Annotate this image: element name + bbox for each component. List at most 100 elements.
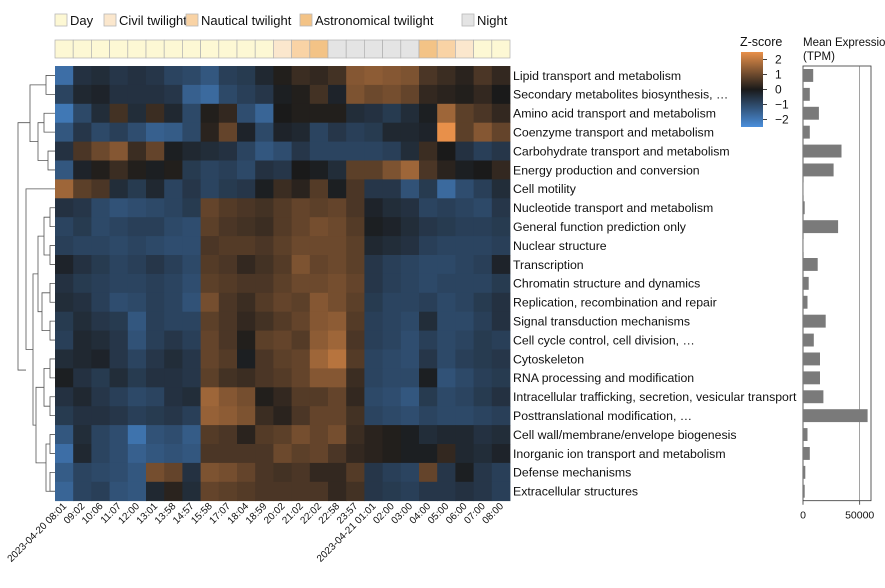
heatmap-cell [309, 387, 329, 407]
heatmap-cell [309, 368, 329, 388]
heatmap-cell [364, 330, 383, 350]
heatmap-cell [455, 444, 474, 464]
heatmap-cell [437, 273, 456, 294]
heatmap-cell [73, 141, 92, 161]
heatmap-cell [328, 66, 347, 86]
heatmap-cell [291, 141, 311, 161]
heatmap-cell [364, 387, 383, 407]
heatmap-cell [364, 66, 383, 86]
heatmap-cell [200, 122, 220, 142]
heatmap-cell [164, 103, 183, 124]
heatmap-cell [109, 406, 129, 426]
heatmap-cell [291, 462, 311, 483]
dendrogram-branch [49, 207, 55, 228]
row-label: Secondary metabolites biosynthesis, … [513, 88, 728, 102]
heatmap-cell [127, 179, 147, 199]
heatmap-cell [200, 217, 220, 237]
heatmap-cell [437, 122, 456, 142]
heatmap-cell [455, 292, 474, 313]
heatmap-cell [473, 330, 493, 350]
heatmap-cell [291, 103, 311, 124]
heatmap-cell [328, 387, 347, 407]
heatmap-cell [182, 255, 201, 275]
heatmap-cell [328, 160, 347, 180]
heatmap-cell [291, 160, 311, 180]
heatmap-cell [146, 425, 165, 445]
heatmap-cell [218, 425, 238, 445]
heatmap-cell [291, 273, 311, 294]
heatmap-cell [291, 236, 311, 256]
heatmap-cell [437, 179, 456, 199]
heatmap-cell [255, 103, 274, 124]
heatmap-cell [437, 406, 456, 426]
heatmap-cell [382, 387, 402, 407]
expression-bar [803, 182, 804, 196]
heatmap-cell [218, 198, 238, 218]
heatmap-cell [382, 141, 402, 161]
dendrogram-branch [49, 245, 55, 265]
heatmap-cell [273, 273, 292, 294]
heatmap-cell [237, 349, 256, 369]
heatmap-cell [182, 406, 201, 426]
heatmap-cell [437, 255, 456, 275]
heatmap-cell [382, 444, 402, 464]
heatmap-cell [473, 368, 493, 388]
expression-bar [803, 125, 810, 139]
heatmap-cell [291, 122, 311, 142]
heatmap-cell [491, 311, 511, 331]
expression-bar [803, 371, 820, 385]
heatmap-cell [55, 273, 74, 294]
heatmap-cell [218, 273, 238, 294]
heatmap-cell [364, 425, 383, 445]
heatmap-cell [182, 122, 201, 142]
legend-swatch-0 [54, 13, 68, 27]
expression-bar [803, 295, 808, 309]
row-label: Inorganic ion transport and metabolism [513, 447, 726, 461]
row-label: Chromatin structure and dynamics [513, 277, 700, 291]
heatmap-cell [400, 236, 420, 256]
heatmap-cell [73, 103, 92, 124]
heatmap-cell [146, 292, 165, 313]
heatmap-cell [491, 122, 511, 142]
phase-cell-7 [182, 39, 201, 59]
heatmap-cell [328, 141, 347, 161]
heatmap-cell [73, 160, 92, 180]
heatmap-cell [255, 198, 274, 218]
heatmap-cell [346, 273, 365, 294]
heatmap-cell [473, 103, 493, 124]
heatmap-cell [182, 481, 201, 502]
heatmap-cell [309, 179, 329, 199]
heatmap-cell [237, 217, 256, 237]
heatmap-cell [218, 311, 238, 331]
heatmap-cell [455, 236, 474, 256]
heatmap-cell [146, 236, 165, 256]
heatmap-cell [328, 198, 347, 218]
heatmap-cell [109, 122, 129, 142]
heatmap-cell [218, 330, 238, 350]
heatmap-cell [455, 481, 474, 502]
heatmap-cell [91, 141, 110, 161]
heatmap-cell [291, 444, 311, 464]
heatmap-cell [328, 292, 347, 313]
bar-chart-frame [802, 65, 872, 502]
heatmap-cell [400, 273, 420, 294]
heatmap-cell [127, 349, 147, 369]
heatmap-cell [309, 141, 329, 161]
expression-bar [803, 314, 826, 328]
heatmap-cell [109, 236, 129, 256]
heatmap-cell [91, 236, 110, 256]
heatmap-cell [437, 425, 456, 445]
heatmap-cell [218, 236, 238, 256]
heatmap-cell [164, 406, 183, 426]
row-label: Lipid transport and metabolism [513, 69, 681, 83]
heatmap-cell [218, 103, 238, 124]
phase-cell-13 [291, 39, 311, 59]
heatmap-cell [91, 179, 110, 199]
heatmap-cell [127, 330, 147, 350]
heatmap-cell [364, 236, 383, 256]
expression-bar [803, 239, 804, 252]
phase-cell-22 [455, 39, 474, 59]
heatmap-cell [364, 311, 383, 331]
row-label: Cell motility [513, 182, 577, 196]
column-label: 08:00 [481, 501, 507, 527]
